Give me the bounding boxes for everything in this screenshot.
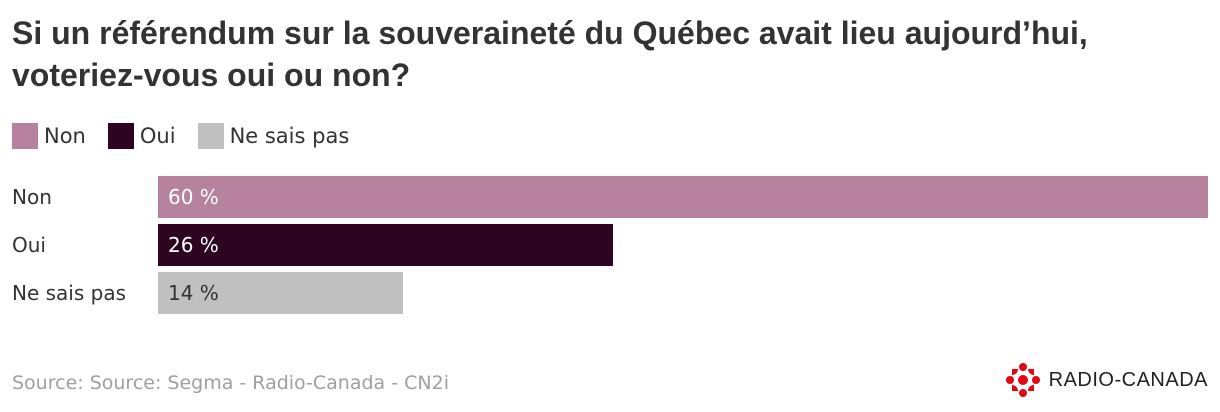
source-note: Source: Source: Segma - Radio-Canada - C… (12, 372, 449, 394)
legend-item-non: Non (12, 123, 86, 149)
value-label-oui: 26 % (168, 233, 219, 257)
legend-label-non: Non (44, 124, 86, 148)
radio-canada-logo[interactable]: RADIO-CANADA (1005, 362, 1208, 398)
category-label-ne-sais-pas: Ne sais pas (12, 281, 127, 305)
legend-item-oui: Oui (107, 123, 176, 149)
bar-non (158, 176, 1208, 218)
legend-swatch-oui (107, 123, 134, 149)
logo-text: RADIO-CANADA (1048, 368, 1208, 391)
value-label-ne-sais-pas: 14 % (168, 281, 219, 305)
bar-row-non: Non 60 % (0, 176, 1220, 218)
chart-title: Si un référendum sur la souveraineté du … (12, 15, 1088, 93)
bar-oui (158, 224, 613, 266)
legend-item-ne-sais-pas: Ne sais pas (197, 123, 350, 149)
category-label-non: Non (12, 185, 52, 209)
legend-swatch-non (12, 123, 38, 149)
bar-row-oui: Oui 26 % (0, 224, 1220, 266)
legend-label-ne-sais-pas: Ne sais pas (229, 124, 350, 148)
bar-row-ne-sais-pas: Ne sais pas 14 % (0, 272, 1220, 314)
legend-label-oui: Oui (139, 124, 176, 148)
bar-ne-sais-pas (158, 272, 403, 314)
category-label-oui: Oui (12, 233, 46, 257)
legend: Non Oui Ne sais pas (12, 122, 371, 150)
legend-swatch-ne-sais-pas (197, 123, 224, 149)
bar-chart: Non 60 % Oui 26 % Ne sais pas 14 % (0, 170, 1220, 320)
radio-canada-gem-icon (1005, 363, 1040, 397)
value-label-non: 60 % (168, 185, 219, 209)
